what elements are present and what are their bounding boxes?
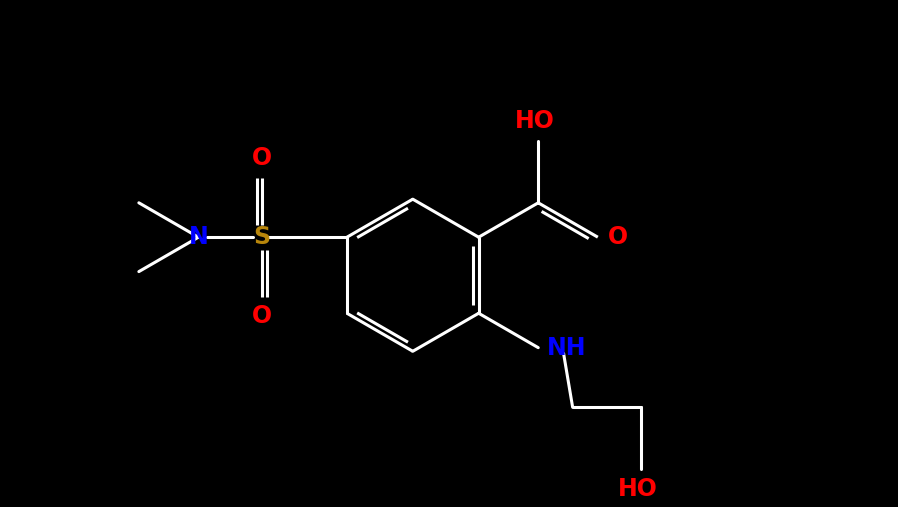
Text: O: O (252, 146, 272, 170)
Text: O: O (252, 304, 272, 328)
Text: S: S (253, 225, 270, 249)
Text: HO: HO (618, 477, 657, 501)
Text: NH: NH (547, 336, 586, 359)
Text: HO: HO (515, 109, 555, 133)
Text: N: N (189, 225, 208, 249)
Text: O: O (608, 225, 629, 249)
